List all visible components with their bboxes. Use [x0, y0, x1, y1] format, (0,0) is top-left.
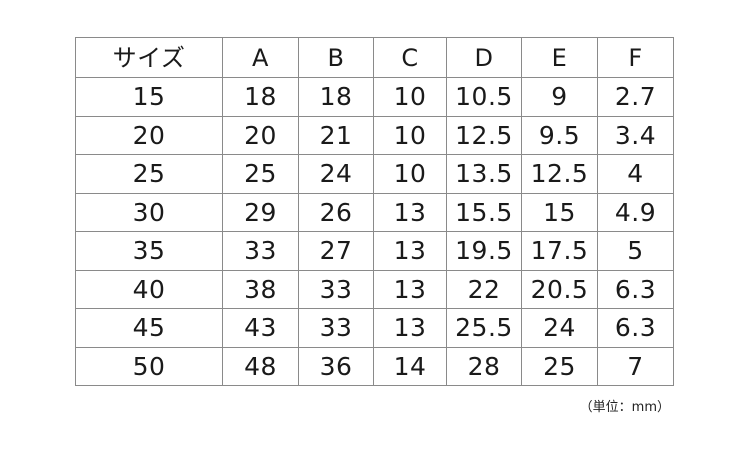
value-cell: 12.5 — [521, 154, 598, 194]
value-cell: 15.5 — [446, 192, 522, 232]
size-table: サイズ A B C D E F 15 18 18 10 10.5 9 2.7 20 20 21 10 12.5 9.… — [75, 37, 674, 386]
value-cell: 27 — [298, 231, 374, 271]
value-cell: 13.5 — [446, 154, 522, 194]
value-cell: 6.3 — [597, 269, 674, 309]
value-cell: 29 — [222, 192, 299, 232]
value-cell: 25 — [521, 346, 598, 386]
value-cell: 13 — [373, 269, 447, 309]
value-cell: 10 — [373, 154, 447, 194]
value-cell: 33 — [298, 269, 374, 309]
table-row: 35 33 27 13 19.5 17.5 5 — [75, 231, 674, 271]
size-cell: 35 — [75, 231, 223, 271]
value-cell: 14 — [373, 346, 447, 386]
value-cell: 5 — [597, 231, 674, 271]
value-cell: 21 — [298, 115, 374, 155]
column-header: E — [521, 37, 598, 78]
value-cell: 33 — [222, 231, 299, 271]
value-cell: 18 — [298, 77, 374, 117]
table-row: 40 38 33 13 22 20.5 6.3 — [75, 269, 674, 309]
value-cell: 15 — [521, 192, 598, 232]
value-cell: 6.3 — [597, 308, 674, 348]
value-cell: 36 — [298, 346, 374, 386]
table-row: 45 43 33 13 25.5 24 6.3 — [75, 308, 674, 348]
header-row: サイズ A B C D E F — [75, 37, 674, 78]
value-cell: 33 — [298, 308, 374, 348]
value-cell: 25 — [222, 154, 299, 194]
table-row: 50 48 36 14 28 25 7 — [75, 346, 674, 386]
value-cell: 10.5 — [446, 77, 522, 117]
size-cell: 45 — [75, 308, 223, 348]
unit-note: （単位：mm） — [579, 400, 670, 415]
column-header: A — [222, 37, 299, 78]
value-cell: 18 — [222, 77, 299, 117]
column-header: D — [446, 37, 522, 78]
value-cell: 20.5 — [521, 269, 598, 309]
value-cell: 13 — [373, 192, 447, 232]
column-header: サイズ — [75, 37, 223, 78]
value-cell: 24 — [298, 154, 374, 194]
value-cell: 25.5 — [446, 308, 522, 348]
value-cell: 17.5 — [521, 231, 598, 271]
column-header: B — [298, 37, 374, 78]
value-cell: 43 — [222, 308, 299, 348]
value-cell: 22 — [446, 269, 522, 309]
value-cell: 13 — [373, 231, 447, 271]
value-cell: 4.9 — [597, 192, 674, 232]
value-cell: 10 — [373, 115, 447, 155]
value-cell: 2.7 — [597, 77, 674, 117]
size-cell: 30 — [75, 192, 223, 232]
column-header: C — [373, 37, 447, 78]
size-cell: 20 — [75, 115, 223, 155]
table-row: 15 18 18 10 10.5 9 2.7 — [75, 77, 674, 117]
size-cell: 25 — [75, 154, 223, 194]
value-cell: 7 — [597, 346, 674, 386]
size-cell: 50 — [75, 346, 223, 386]
size-cell: 40 — [75, 269, 223, 309]
value-cell: 9.5 — [521, 115, 598, 155]
value-cell: 10 — [373, 77, 447, 117]
value-cell: 28 — [446, 346, 522, 386]
value-cell: 20 — [222, 115, 299, 155]
value-cell: 12.5 — [446, 115, 522, 155]
table-row: 20 20 21 10 12.5 9.5 3.4 — [75, 115, 674, 155]
value-cell: 19.5 — [446, 231, 522, 271]
value-cell: 24 — [521, 308, 598, 348]
table-row: 30 29 26 13 15.5 15 4.9 — [75, 192, 674, 232]
value-cell: 26 — [298, 192, 374, 232]
value-cell: 48 — [222, 346, 299, 386]
value-cell: 38 — [222, 269, 299, 309]
value-cell: 4 — [597, 154, 674, 194]
column-header: F — [597, 37, 674, 78]
value-cell: 3.4 — [597, 115, 674, 155]
size-cell: 15 — [75, 77, 223, 117]
value-cell: 13 — [373, 308, 447, 348]
table-row: 25 25 24 10 13.5 12.5 4 — [75, 154, 674, 194]
value-cell: 9 — [521, 77, 598, 117]
